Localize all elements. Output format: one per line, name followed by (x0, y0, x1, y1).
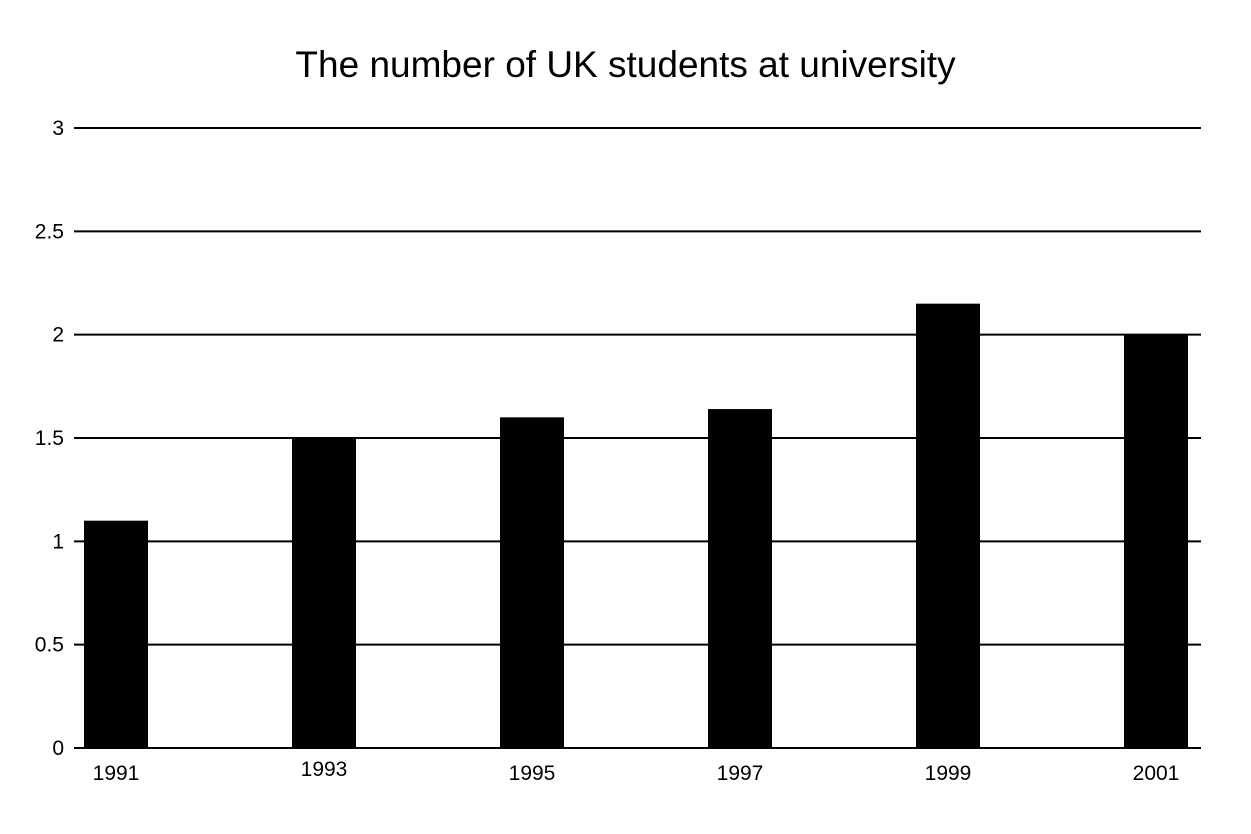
bar-2001 (1124, 334, 1188, 748)
chart-title: The number of UK students at university (295, 44, 956, 85)
bar-1995 (500, 417, 564, 748)
x-tick-label: 1993 (301, 758, 348, 781)
bar-1991 (84, 520, 148, 748)
y-tick-label: 2.5 (35, 220, 64, 243)
x-tick-label: 1991 (93, 762, 140, 785)
y-tick-label: 2 (52, 324, 64, 347)
x-tick-label: 2001 (1133, 762, 1180, 785)
bar-1999 (916, 303, 980, 748)
x-tick-label: 1997 (717, 762, 764, 785)
y-tick-label: 0 (52, 737, 64, 760)
y-tick-label: 3 (52, 117, 64, 140)
y-tick-label: 1 (52, 530, 64, 553)
y-tick-label: 1.5 (35, 427, 64, 450)
y-tick-label: 0.5 (35, 634, 64, 657)
x-tick-label: 1999 (925, 762, 972, 785)
bar-1993 (292, 438, 356, 748)
bar-1997 (708, 409, 772, 748)
x-tick-label: 1995 (509, 762, 556, 785)
